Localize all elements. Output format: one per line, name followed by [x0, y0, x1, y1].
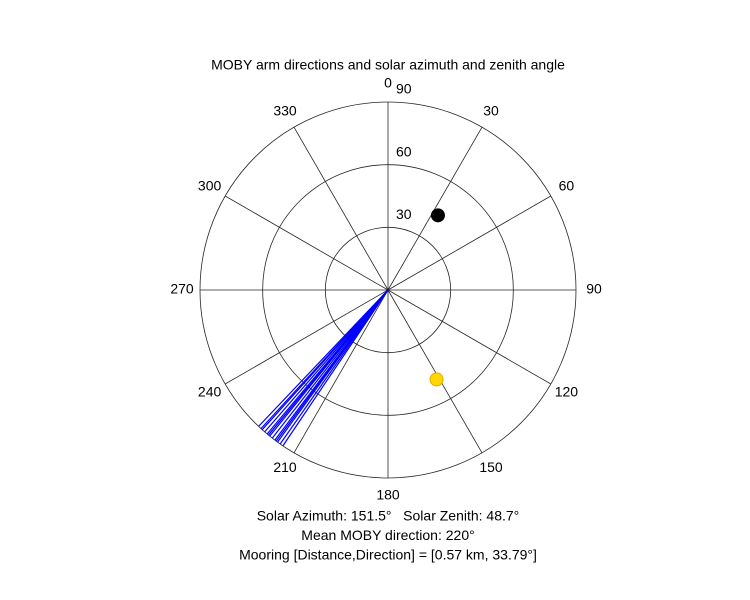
spoke — [293, 126, 389, 291]
point — [430, 208, 445, 223]
spoke — [387, 289, 552, 385]
ring — [324, 226, 452, 354]
point — [429, 372, 444, 387]
spoke — [387, 289, 483, 454]
r-tick-label: 30 — [396, 206, 412, 222]
arm-direction — [258, 289, 389, 427]
theta-tick-label: 180 — [376, 487, 400, 503]
spoke — [387, 195, 552, 291]
theta-tick-label: 120 — [555, 384, 579, 400]
theta-tick-label: 300 — [198, 178, 222, 194]
ring — [262, 164, 514, 416]
theta-tick-label: 330 — [273, 102, 297, 118]
r-tick-label: 60 — [396, 143, 412, 159]
theta-tick-label: 30 — [483, 102, 499, 118]
annotation: Mooring [Distance,Direction] = [0.57 km,… — [239, 547, 537, 563]
theta-tick-label: 150 — [479, 459, 503, 475]
theta-tick-label: 0 — [384, 75, 392, 91]
spoke — [293, 289, 389, 454]
theta-tick-label: 90 — [586, 281, 602, 297]
theta-tick-label: 240 — [198, 384, 222, 400]
annotation: Solar Azimuth: 151.5° Solar Zenith: 48.7… — [257, 508, 520, 524]
spoke — [224, 195, 389, 291]
theta-tick-label: 210 — [273, 459, 297, 475]
theta-tick-label: 60 — [559, 178, 575, 194]
chart-title: MOBY arm directions and solar azimuth an… — [211, 57, 565, 73]
ring — [199, 101, 577, 479]
theta-tick-label: 270 — [170, 281, 194, 297]
r-tick-label: 90 — [396, 81, 412, 97]
spoke — [387, 126, 483, 291]
spoke — [224, 289, 389, 385]
annotation: Mean MOBY direction: 220° — [301, 527, 474, 543]
